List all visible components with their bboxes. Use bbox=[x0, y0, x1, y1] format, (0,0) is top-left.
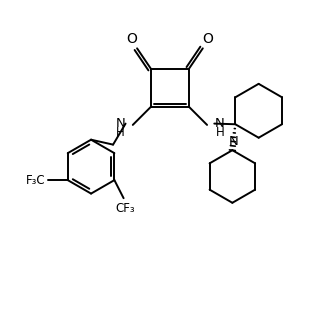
Text: N: N bbox=[116, 117, 126, 130]
Text: H: H bbox=[215, 126, 224, 139]
Text: H: H bbox=[115, 126, 124, 139]
Text: N: N bbox=[228, 135, 238, 148]
Text: F₃C: F₃C bbox=[26, 174, 46, 187]
Text: O: O bbox=[202, 32, 213, 46]
Text: N: N bbox=[214, 117, 224, 130]
Text: CF₃: CF₃ bbox=[115, 202, 135, 214]
Text: O: O bbox=[127, 32, 138, 46]
